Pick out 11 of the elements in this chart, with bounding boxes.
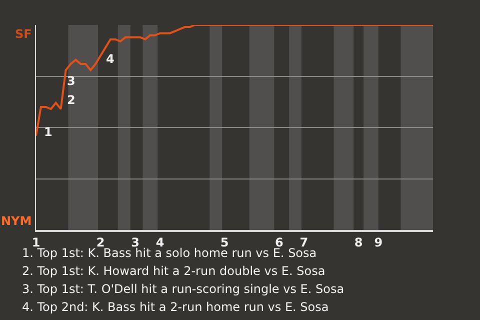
annotation: 2 (67, 93, 76, 107)
annotation: 3 (67, 74, 76, 88)
text: 4. Top 2nd: K. Bass hit a 2-run home run vs E. Sosa (22, 300, 329, 314)
x-tick-label: 8 (354, 235, 363, 250)
text: 3. Top 1st: T. O'Dell hit a run-scoring single vs E. Sosa (22, 282, 344, 296)
x-tick-label: 9 (374, 235, 383, 250)
text: 2. Top 1st: K. Howard hit a 2-run double vs E. Sosa (22, 264, 326, 278)
annotation: 4 (106, 52, 114, 66)
text: SF (15, 27, 32, 41)
annotation: 1 (44, 125, 52, 139)
text: NYM (1, 214, 32, 228)
